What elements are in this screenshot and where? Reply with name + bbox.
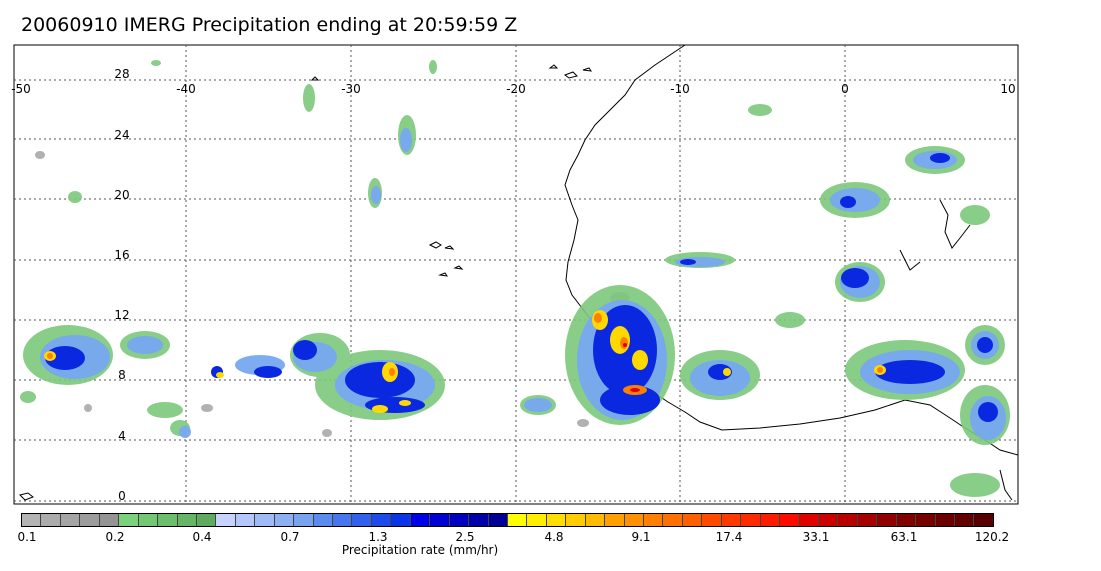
colorbar-cell (566, 514, 586, 526)
colorbar-cell (449, 514, 470, 526)
colorbar-tick-label: 0.7 (280, 530, 300, 544)
colorbar-cell (216, 514, 236, 526)
colorbar-cell (60, 514, 81, 526)
colorbar-tick-label: 1.3 (368, 530, 388, 544)
colorbar-cell (585, 514, 606, 526)
colorbar-cell (158, 514, 178, 526)
colorbar-tick-label: 9.1 (631, 530, 651, 544)
lat-label: 20 (114, 188, 130, 202)
colorbar-cell (294, 514, 314, 526)
colorbar-cell (371, 514, 392, 526)
colorbar-cell (352, 514, 372, 526)
lon-label: 0 (841, 82, 849, 96)
colorbar-tick-label: 4.8 (544, 530, 564, 544)
colorbar-cell (955, 514, 975, 526)
lon-label: -50 (11, 82, 31, 96)
colorbar-cell (663, 514, 683, 526)
colorbar-cell (624, 514, 644, 526)
colorbar-cell (527, 514, 547, 526)
lon-label: 10 (1000, 82, 1016, 96)
colorbar-cell (838, 514, 858, 526)
colorbar-tick-label: 17.4 (715, 530, 743, 544)
lon-label: -30 (341, 82, 361, 96)
colorbar-cell (780, 514, 800, 526)
colorbar-cell (974, 514, 993, 526)
colorbar-cell (313, 514, 333, 526)
colorbar-cell (235, 514, 256, 526)
colorbar-tick-label: 0.1 (17, 530, 37, 544)
colorbar-cell (138, 514, 159, 526)
colorbar-cell (682, 514, 703, 526)
lat-label: 12 (114, 308, 130, 322)
colorbar-cell (760, 514, 781, 526)
colorbar-title: Precipitation rate (mm/hr) (341, 543, 499, 557)
colorbar-cell (22, 514, 42, 526)
map-title: 20060910 IMERG Precipitation ending at 2… (21, 14, 518, 36)
colorbar-cell (391, 514, 411, 526)
colorbar-cell (430, 514, 450, 526)
lat-label: 16 (114, 248, 130, 262)
colorbar-tick-label: 0.2 (105, 530, 125, 544)
colorbar-cell (857, 514, 878, 526)
lat-label: 28 (114, 67, 130, 81)
graticule (14, 45, 1018, 504)
colorbar-cell (255, 514, 275, 526)
colorbar-cell (935, 514, 955, 526)
colorbar-cell (605, 514, 625, 526)
lon-label: -20 (506, 82, 526, 96)
colorbar-cell (469, 514, 489, 526)
colorbar-tick-label: 120.2 (974, 530, 1010, 544)
colorbar-cell (196, 514, 217, 526)
colorbar-cell (877, 514, 897, 526)
coastline-fragment (899, 199, 1013, 501)
colorbar-cell (410, 514, 431, 526)
colorbar-cell (741, 514, 761, 526)
colorbar-cell (333, 514, 353, 526)
colorbar-cell (896, 514, 917, 526)
colorbar-cell (177, 514, 197, 526)
colorbar-cell (916, 514, 936, 526)
colorbar-cell (507, 514, 528, 526)
colorbar-cell (702, 514, 722, 526)
colorbar-tick-label: 2.5 (455, 530, 475, 544)
colorbar-cell (488, 514, 508, 526)
colorbar-cell (818, 514, 839, 526)
colorbar-cell (41, 514, 61, 526)
colorbar-cell (119, 514, 139, 526)
lon-label: -40 (176, 82, 196, 96)
lat-label: 0 (118, 489, 126, 503)
lat-label: 8 (118, 368, 126, 382)
precip-orange (47, 313, 883, 395)
colorbar-cell (99, 514, 120, 526)
colorbar-cell (799, 514, 819, 526)
colorbar-tick-label: 0.4 (192, 530, 212, 544)
colorbar-cell (274, 514, 295, 526)
lon-label: -10 (670, 82, 690, 96)
precip-red (623, 343, 640, 392)
colorbar-tick-label: 63.1 (890, 530, 918, 544)
colorbar-cell (546, 514, 567, 526)
lat-label: 24 (114, 128, 130, 142)
islands (19, 64, 593, 501)
colorbar-cell (721, 514, 742, 526)
colorbar-tick-label: 33.1 (802, 530, 830, 544)
precipitation-colorbar (21, 513, 994, 527)
colorbar-cell (644, 514, 664, 526)
lat-label: 4 (118, 429, 126, 443)
colorbar-cell (80, 514, 100, 526)
